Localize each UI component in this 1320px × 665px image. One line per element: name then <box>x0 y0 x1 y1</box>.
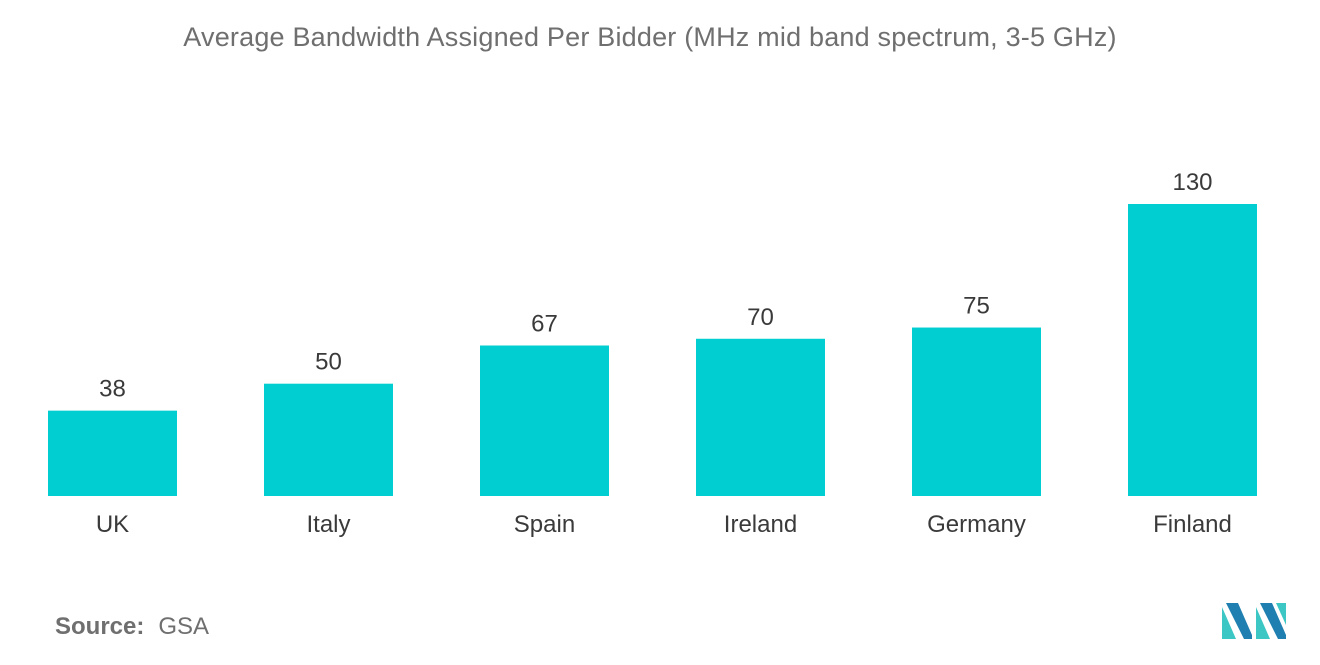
value-label-uk: 38 <box>99 376 126 403</box>
source-note: Source: GSA <box>55 613 209 641</box>
chart-title: Average Bandwidth Assigned Per Bidder (M… <box>183 22 1117 52</box>
bar-italy <box>264 383 393 496</box>
value-label-spain: 67 <box>531 311 558 338</box>
bar-ireland <box>696 338 825 496</box>
mordor-intelligence-logo-icon <box>1222 603 1286 639</box>
bar-finland <box>1128 204 1257 496</box>
value-label-ireland: 70 <box>747 304 774 331</box>
category-label-finland: Finland <box>1153 511 1232 538</box>
source-value: GSA <box>158 613 210 640</box>
logo-shape-left <box>1222 607 1236 639</box>
logo-shape-right <box>1256 607 1270 639</box>
source-label: Source: <box>55 613 145 640</box>
category-label-uk: UK <box>96 511 129 538</box>
logo-shape-left-diagonal <box>1226 603 1252 639</box>
value-label-finland: 130 <box>1172 169 1212 196</box>
bar-chart: 38 50 67 70 75 130 UK Italy Spain Ireland Germany… <box>48 169 1257 538</box>
category-label-italy: Italy <box>306 511 350 538</box>
bar-spain <box>480 345 609 496</box>
logo-shape-right-bar <box>1276 603 1286 625</box>
value-labels-group: 38 50 67 70 75 130 <box>99 169 1212 403</box>
bar-uk <box>48 410 177 496</box>
category-label-ireland: Ireland <box>724 511 797 538</box>
category-label-spain: Spain <box>514 511 575 538</box>
bar-germany <box>912 327 1041 496</box>
bars-group <box>48 204 1257 496</box>
value-label-italy: 50 <box>315 349 342 376</box>
value-label-germany: 75 <box>963 293 990 320</box>
category-label-germany: Germany <box>927 511 1026 538</box>
logo-shape-right-diagonal <box>1260 603 1286 639</box>
category-labels-group: UK Italy Spain Ireland Germany Finland <box>96 511 1232 538</box>
